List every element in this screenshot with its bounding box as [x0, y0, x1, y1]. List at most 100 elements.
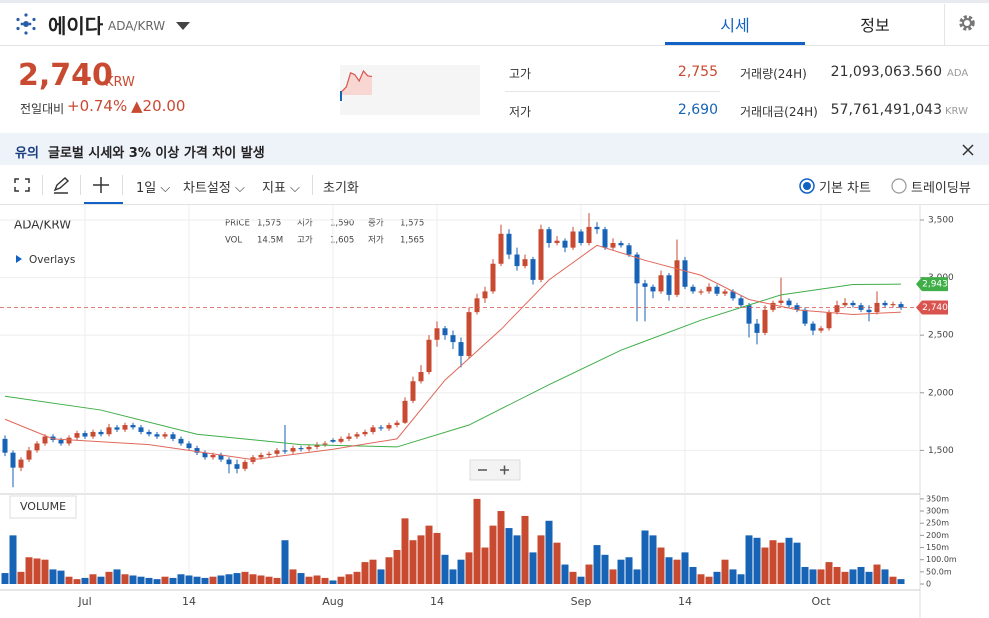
radio-selected[interactable]	[799, 178, 815, 194]
candle-body	[362, 431, 368, 435]
candle-body	[442, 328, 448, 336]
fullscreen-icon[interactable]	[14, 178, 30, 192]
interval-select[interactable]: 1일 ⌵	[136, 181, 171, 196]
candle-body	[122, 425, 128, 430]
info-label: 고가	[297, 236, 313, 246]
volume-bar	[33, 558, 41, 584]
x-tick-label: Sep	[571, 595, 592, 608]
candle-body	[378, 427, 384, 429]
info-value: 1,575	[257, 219, 281, 229]
candle-body	[610, 243, 616, 248]
candle-body	[410, 381, 416, 401]
change-label: 전일대비	[20, 102, 65, 116]
candle-body	[554, 240, 560, 244]
coin-name: 에이다	[48, 14, 104, 38]
volume-bar	[489, 525, 497, 584]
candle-body	[746, 305, 752, 324]
volume-bar	[433, 532, 441, 584]
stat-value: 2,755	[677, 64, 718, 80]
candle-body	[458, 342, 464, 356]
volume-bar	[369, 559, 377, 584]
candle-body	[266, 453, 272, 455]
separator	[80, 175, 81, 195]
volume-bar	[777, 542, 785, 584]
volume-bar	[169, 577, 177, 584]
settings-icon[interactable]	[958, 14, 976, 32]
y-tick-label: 1,500	[928, 446, 954, 456]
volume-bar	[145, 577, 153, 584]
moving-average	[4, 283, 902, 448]
volume-bar	[297, 573, 305, 584]
settings: 차트설정	[183, 181, 231, 196]
volume-bar	[881, 569, 889, 584]
candle-body	[690, 286, 696, 292]
radio-label[interactable]: 트레이딩뷰	[911, 181, 971, 196]
indicator-select[interactable]: 지표 ⌵	[262, 181, 300, 196]
volume-label-box	[9, 495, 77, 519]
volume-bar	[561, 564, 569, 584]
volume-bar	[321, 577, 329, 584]
zoom-out[interactable]	[478, 465, 509, 475]
volume-bar	[593, 545, 601, 584]
candle-body	[402, 400, 408, 423]
candle-body	[826, 312, 832, 329]
reset-button[interactable]: 초기화	[323, 181, 359, 196]
volume-tick-label: 50.0m	[926, 567, 952, 576]
x-tick-label: Aug	[322, 595, 343, 608]
volume-bar	[601, 554, 609, 584]
volume-bar	[9, 535, 17, 584]
candle-body	[602, 229, 608, 248]
crosshair-icon[interactable]	[93, 177, 109, 193]
notice-bar	[0, 133, 989, 165]
volume-bar	[553, 542, 561, 584]
volume-bar	[457, 559, 465, 584]
volume-bar	[273, 577, 281, 584]
moving-average	[4, 244, 902, 461]
price-tag-label: 2,740	[922, 303, 948, 313]
separator	[42, 175, 43, 195]
candle-body	[290, 448, 296, 452]
volume-bar	[129, 575, 137, 584]
candle-body	[810, 323, 816, 331]
price-tag	[916, 277, 948, 292]
overlays-arrow[interactable]	[16, 255, 22, 263]
volume-bar	[73, 579, 81, 584]
candle-body	[282, 450, 288, 452]
candle-body	[354, 434, 360, 437]
radio-label[interactable]: 기본 차트	[819, 181, 871, 196]
stat-label: 고가	[509, 67, 532, 81]
settings-select[interactable]: 차트설정 ⌵	[183, 181, 245, 196]
candle-body	[778, 300, 784, 303]
volume-bar	[649, 535, 657, 584]
volume-bar	[41, 559, 49, 584]
candle-body	[154, 434, 160, 437]
candle-body	[514, 254, 520, 267]
tab[interactable]: 정보	[860, 16, 890, 35]
x-tick-label: 14	[430, 595, 444, 608]
close-button[interactable]	[962, 144, 974, 156]
candle-body	[626, 245, 632, 255]
volume-bar	[657, 547, 665, 584]
pair-dropdown[interactable]	[176, 22, 190, 30]
volume-bar	[857, 566, 865, 584]
volume-tick-label: 300m	[926, 507, 949, 516]
chart: ADA/KRW Overlays PRICE 1,575 시가 1,590 종가…	[0, 205, 957, 618]
candle-body	[850, 302, 856, 306]
overlays-toggle[interactable]: Overlays	[29, 254, 75, 266]
candle-body	[346, 436, 352, 439]
candle-body	[194, 448, 200, 453]
stat-value: 2,690	[677, 102, 718, 118]
candle-body	[818, 328, 824, 331]
y-tick-label: 3,500	[928, 215, 954, 225]
tab-active[interactable]: 시세	[720, 16, 750, 35]
candle-body	[26, 450, 32, 460]
candle-body	[218, 454, 224, 460]
candle-body	[498, 233, 504, 264]
radio[interactable]	[891, 178, 907, 194]
zoom-control[interactable]	[469, 459, 521, 481]
draw-icon[interactable]	[52, 176, 70, 194]
price-tag	[916, 300, 948, 315]
candle-body	[570, 231, 576, 248]
volume-bar	[505, 528, 513, 584]
candle-body	[306, 446, 312, 450]
